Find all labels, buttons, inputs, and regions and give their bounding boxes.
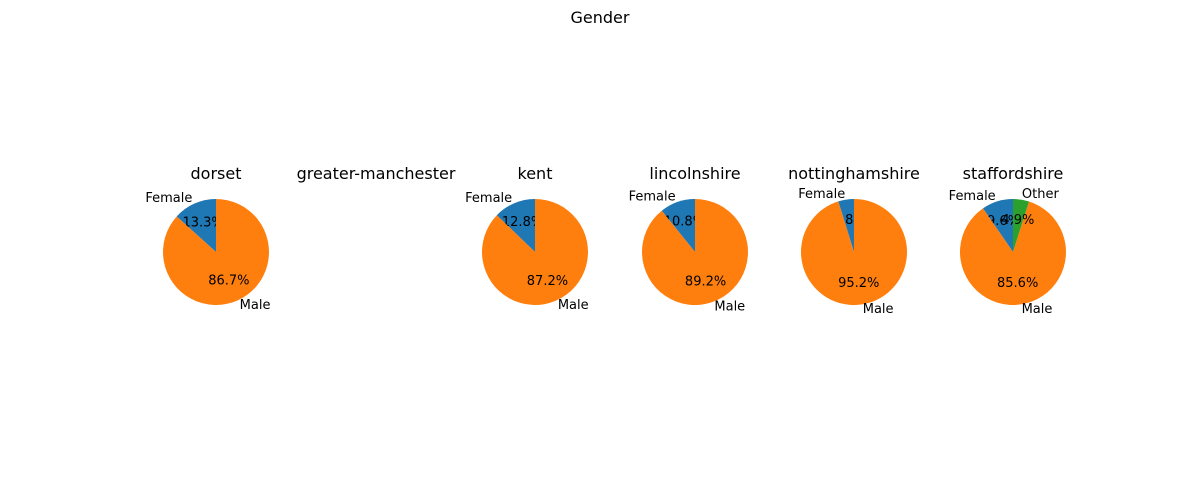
pie-slice-dorset-female	[176, 199, 216, 252]
pct-label-lincolnshire-female: 10.8%	[664, 215, 705, 230]
pct-label-staffordshire-female: 9.6%	[987, 214, 1020, 229]
pie-slice-kent-male	[481, 199, 588, 305]
slice-label-staffordshire-male: Male	[1022, 302, 1053, 317]
pct-label-staffordshire-male: 85.6%	[997, 276, 1038, 291]
slice-label-dorset-male: Male	[240, 298, 271, 313]
pie-title-lincolnshire: lincolnshire	[649, 164, 740, 183]
pct-label-kent-female: 12.8%	[502, 215, 543, 230]
slice-label-nottinghamshire-male: Male	[863, 302, 894, 317]
slice-label-lincolnshire-female: Female	[629, 190, 676, 205]
figure-title: Gender	[571, 8, 630, 27]
slice-label-lincolnshire-male: Male	[714, 299, 745, 314]
pie-title-kent: kent	[518, 164, 553, 183]
pie-charts-group: dorset Female 13.3% Male 86.7% greater-manche…	[145, 164, 1066, 317]
pie-title-nottinghamshire: nottinghamshire	[788, 164, 920, 183]
pct-label-kent-male: 87.2%	[527, 274, 568, 289]
slice-label-kent-male: Male	[558, 298, 589, 313]
pie-slice-dorset-male	[162, 199, 269, 305]
pie-chart-greater-manchester: greater-manchester	[297, 164, 456, 183]
pct-label-dorset-male: 86.7%	[208, 274, 249, 289]
pie-chart-dorset: dorset Female 13.3% Male 86.7%	[145, 164, 270, 313]
pie-chart-lincolnshire: lincolnshire Female 10.8% Male 89.2%	[629, 164, 748, 314]
pct-label-nottinghamshire-male: 95.2%	[838, 276, 879, 291]
pie-slice-staffordshire-female	[982, 199, 1013, 252]
slice-label-kent-female: Female	[465, 191, 512, 206]
pie-slice-staffordshire-other	[1013, 199, 1030, 252]
pct-label-lincolnshire-male: 89.2%	[685, 274, 726, 289]
pie-title-staffordshire: staffordshire	[963, 164, 1064, 183]
slice-label-staffordshire-female: Female	[949, 189, 996, 204]
pie-title-greater-manchester: greater-manchester	[297, 164, 456, 183]
pie-title-dorset: dorset	[191, 164, 242, 183]
pie-slice-nottinghamshire-female	[838, 199, 854, 252]
pie-slice-lincolnshire-female	[661, 199, 695, 252]
pie-chart-kent: kent Female 12.8% Male 87.2%	[465, 164, 588, 313]
pie-slice-kent-female	[496, 199, 535, 252]
pct-label-staffordshire-other: 4.9%	[1001, 213, 1034, 228]
pie-slice-staffordshire-male	[959, 201, 1066, 305]
pie-chart-staffordshire: staffordshire Female 9.6% Male 85.6% Other 4.9…	[949, 164, 1066, 317]
slice-label-staffordshire-other: Other	[1022, 187, 1060, 202]
slice-label-dorset-female: Female	[145, 191, 192, 206]
pie-slice-lincolnshire-male	[641, 199, 748, 305]
pie-slice-nottinghamshire-male	[800, 199, 907, 305]
pct-label-dorset-female: 13.3%	[182, 215, 223, 230]
slice-label-nottinghamshire-female: Female	[798, 187, 845, 202]
